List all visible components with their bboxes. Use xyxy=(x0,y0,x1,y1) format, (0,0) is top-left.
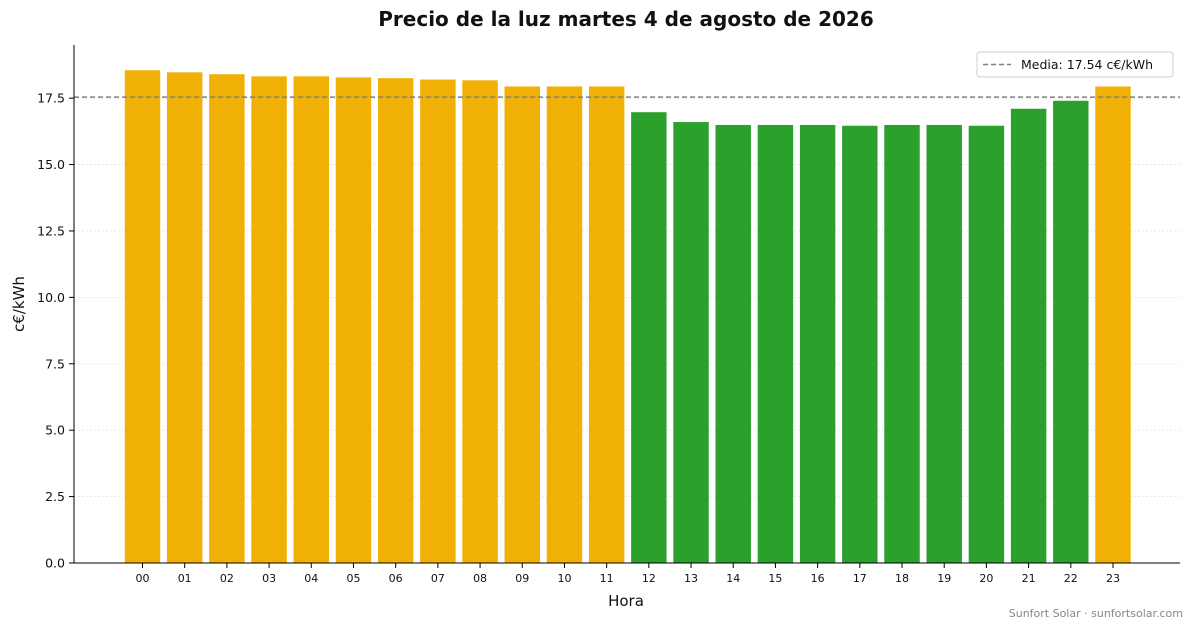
y-tick-label: 5.0 xyxy=(45,423,65,438)
bar-hour-11 xyxy=(588,86,625,563)
x-ticks: 00 01 02 03 04 05 06 07 08 09 10 11 12 13 14 15 16 17 18 19… xyxy=(136,563,1120,585)
bar-hour-06 xyxy=(377,78,414,563)
bar-hour-12 xyxy=(631,112,667,563)
bar-hour-10 xyxy=(546,86,583,563)
chart-title: Precio de la luz martes 4 de agosto de 2… xyxy=(378,7,874,31)
y-tick-label: 15.0 xyxy=(37,157,65,172)
x-tick-label: 22 xyxy=(1064,572,1078,585)
x-tick-label: 07 xyxy=(431,572,445,585)
x-tick-label: 18 xyxy=(895,572,909,585)
legend-mean-label: Media: 17.54 c€/kWh xyxy=(1021,57,1153,72)
x-tick-label: 02 xyxy=(220,572,234,585)
x-tick-label: 20 xyxy=(979,572,993,585)
x-tick-label: 15 xyxy=(768,572,782,585)
bar-hour-15 xyxy=(757,124,794,563)
x-tick-label: 00 xyxy=(136,572,150,585)
bar-hour-03 xyxy=(251,76,287,563)
bar-hour-07 xyxy=(420,79,456,564)
x-tick-label: 14 xyxy=(726,572,740,585)
y-tick-label: 12.5 xyxy=(37,223,65,238)
bar-hour-02 xyxy=(209,74,245,563)
y-axis-label: c€/kWh xyxy=(10,276,28,332)
x-tick-label: 08 xyxy=(473,572,487,585)
y-tick-label: 7.5 xyxy=(45,356,65,371)
x-axis-label: Hora xyxy=(608,592,644,610)
x-tick-label: 10 xyxy=(557,572,571,585)
bar-hour-08 xyxy=(462,80,498,563)
x-tick-label: 21 xyxy=(1022,572,1036,585)
bar-hour-09 xyxy=(504,86,540,563)
x-tick-label: 04 xyxy=(304,572,318,585)
bar-hour-14 xyxy=(715,124,751,563)
y-tick-label: 10.0 xyxy=(37,290,65,305)
y-tick-label: 0.0 xyxy=(45,556,65,571)
bars xyxy=(124,70,1131,564)
x-tick-label: 12 xyxy=(642,572,656,585)
x-tick-label: 19 xyxy=(937,572,951,585)
legend-box xyxy=(976,51,1174,78)
bar-hour-18 xyxy=(884,124,920,563)
bar-hour-21 xyxy=(1010,108,1047,563)
x-tick-label: 23 xyxy=(1106,572,1120,585)
bar-hour-16 xyxy=(799,124,836,563)
y-ticks: 0.0 2.5 5.0 7.5 10.0 12.5 15.0 17.5 xyxy=(37,91,74,571)
legend: Media: 17.54 c€/kWh xyxy=(976,51,1174,78)
x-tick-label: 05 xyxy=(346,572,360,585)
x-tick-label: 03 xyxy=(262,572,276,585)
x-tick-label: 17 xyxy=(853,572,867,585)
y-tick-label: 17.5 xyxy=(37,91,65,106)
bar-hour-23 xyxy=(1095,86,1131,563)
bar-hour-01 xyxy=(166,72,203,563)
bar-hour-13 xyxy=(673,122,709,564)
bar-hour-05 xyxy=(335,77,372,563)
bar-hour-20 xyxy=(968,125,1005,563)
y-tick-label: 2.5 xyxy=(45,489,65,504)
bar-hour-17 xyxy=(842,125,878,563)
x-tick-label: 13 xyxy=(684,572,698,585)
bar-hour-00 xyxy=(124,70,161,563)
x-tick-label: 11 xyxy=(600,572,614,585)
x-tick-label: 06 xyxy=(389,572,403,585)
credit-text: Sunfort Solar · sunfortsolar.com xyxy=(1009,607,1183,620)
bar-hour-19 xyxy=(926,124,962,563)
x-tick-label: 09 xyxy=(515,572,529,585)
x-tick-label: 01 xyxy=(178,572,192,585)
bar-hour-04 xyxy=(293,76,330,563)
x-tick-label: 16 xyxy=(811,572,825,585)
bar-hour-22 xyxy=(1053,100,1089,564)
